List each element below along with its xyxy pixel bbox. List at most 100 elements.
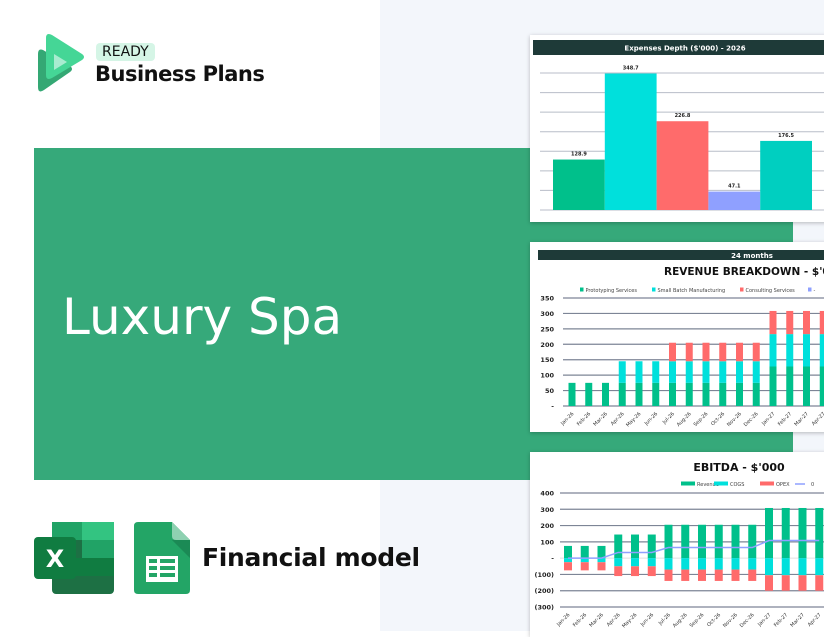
x-tick-label: Sep-26 — [693, 411, 710, 428]
bar-segment — [819, 334, 824, 367]
bar-segment — [798, 575, 807, 591]
legend-label: 0 — [811, 482, 814, 488]
revenue-chart-card: 24 months REVENUE BREAKDOWN - $'000 - 50 1… — [530, 242, 824, 432]
bar-segment — [597, 562, 606, 571]
legend-label: Consulting Services — [746, 288, 796, 294]
bar-segment — [765, 575, 773, 591]
bar-segment — [585, 382, 593, 406]
x-tick-label: May-26 — [625, 411, 642, 428]
y-tick-label: 100 — [540, 372, 554, 380]
x-tick-label: Apr-27 — [807, 612, 823, 628]
x-tick-label: Apr-26 — [606, 612, 622, 628]
bar-segment — [786, 366, 794, 406]
bar-segment — [635, 361, 643, 383]
bar-segment — [748, 558, 757, 570]
bar-segment — [714, 558, 723, 570]
x-tick-label: Apr-26 — [610, 411, 626, 427]
bar-segment — [815, 558, 824, 576]
bar-segment — [568, 382, 576, 406]
x-tick-label: Jul-26 — [661, 411, 676, 426]
x-tick-label: Feb-27 — [777, 411, 793, 427]
x-tick-label: Feb-26 — [576, 411, 592, 427]
bar-segment — [736, 361, 743, 383]
bar-segment — [647, 558, 656, 567]
bar-segment — [681, 524, 690, 559]
y-tick-label: (100) — [534, 571, 554, 579]
legend-swatch — [580, 287, 584, 292]
ebitda-line — [568, 539, 820, 559]
y-tick-label: 350 — [540, 295, 554, 303]
bar-segment — [618, 361, 626, 383]
bar-segment — [736, 342, 743, 362]
bar-segment — [580, 545, 589, 559]
y-tick-label: (300) — [534, 604, 554, 612]
ebitda-chart: EBITDA - $'000 (300) (200) (100) - 100 200 300… — [534, 461, 824, 629]
brand-name: Business Plans — [95, 62, 265, 86]
bar-segment — [614, 534, 623, 559]
bar-segment — [702, 342, 710, 362]
bar-segment — [781, 575, 790, 591]
bar-segment — [664, 524, 673, 559]
bar-segment — [564, 562, 572, 571]
x-tick-label: Mar-27 — [793, 411, 809, 427]
bar-segment — [748, 524, 757, 559]
x-tick-label: Jun-26 — [643, 411, 659, 427]
x-tick-label: Feb-26 — [572, 612, 588, 628]
bar-segment — [698, 569, 706, 581]
y-tick-label: 200 — [540, 522, 554, 530]
bar — [656, 121, 709, 210]
bar-segment — [815, 507, 824, 559]
bar-segment — [719, 382, 727, 406]
revenue-chart: 24 months REVENUE BREAKDOWN - $'000 - 50 1… — [538, 250, 824, 428]
bar-segment — [580, 562, 589, 571]
bar-segment — [669, 382, 676, 406]
bar-segment — [781, 507, 790, 559]
bar-segment — [647, 534, 656, 559]
data-label: 226.8 — [675, 113, 691, 119]
bar-segment — [781, 558, 790, 576]
y-tick-label: 50 — [545, 387, 555, 395]
bar-segment — [786, 334, 794, 367]
bar-segment — [769, 310, 777, 335]
x-tick-label: Jan-27 — [756, 612, 772, 628]
bar-segment — [698, 558, 706, 570]
x-tick-label: Feb-27 — [773, 612, 789, 628]
bar-segment — [702, 361, 710, 383]
bar-segment — [669, 361, 676, 383]
x-tick-label: Mar-26 — [592, 411, 608, 427]
bar-segment — [631, 558, 639, 567]
x-tick-label: Mar-27 — [789, 612, 805, 628]
legend-swatch — [808, 287, 812, 292]
y-tick-label: (200) — [534, 587, 554, 595]
bar-segment — [748, 569, 757, 581]
chart-title: Expenses Depth ($'000) - 2026 — [624, 45, 745, 53]
x-tick-label: Jan-27 — [760, 411, 776, 427]
bar-segment — [597, 545, 606, 559]
y-tick-label: 100 — [540, 538, 554, 546]
bar-segment — [669, 342, 676, 362]
bar-segment — [564, 545, 572, 559]
legend-label: Small Batch Manufacturing — [658, 288, 726, 294]
bar — [553, 159, 605, 210]
data-label: 176.5 — [778, 133, 794, 139]
legend-label: OPEX — [776, 482, 790, 488]
y-tick-label: 250 — [540, 325, 554, 333]
data-label: 348.7 — [623, 66, 639, 72]
bar-segment — [719, 342, 727, 362]
x-tick-label: Aug-26 — [676, 411, 693, 428]
y-tick-label: 200 — [540, 341, 554, 349]
bar-segment — [664, 569, 673, 581]
bar-segment — [631, 534, 639, 559]
bar-segment — [752, 342, 760, 362]
bar-segment — [635, 382, 643, 406]
bar-segment — [698, 524, 706, 559]
bar-segment — [769, 334, 777, 367]
x-tick-label: Apr-27 — [811, 411, 824, 427]
y-tick-label: 300 — [540, 310, 554, 318]
bar-segment — [685, 361, 693, 383]
x-tick-label: Mar-26 — [588, 612, 604, 628]
bar-segment — [819, 310, 824, 335]
bar-segment — [731, 569, 740, 581]
excel-icon: X — [34, 522, 114, 599]
bar-segment — [803, 310, 810, 335]
